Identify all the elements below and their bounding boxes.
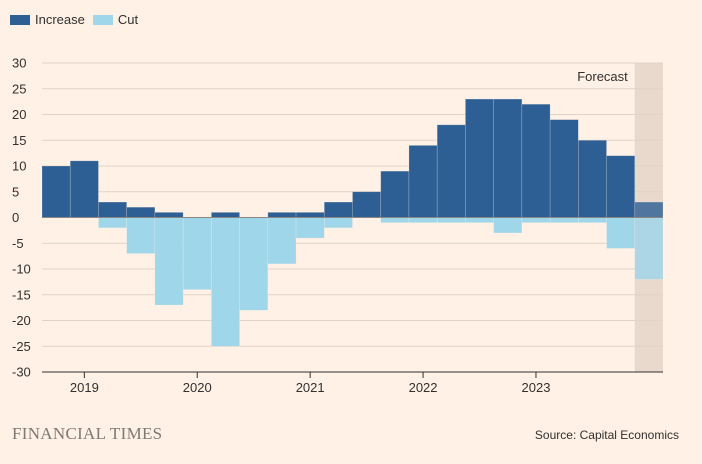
x-tick-label: 2020 — [183, 380, 212, 395]
axes — [42, 217, 663, 378]
x-tick-label: 2019 — [70, 380, 99, 395]
x-tick-label: 2021 — [296, 380, 325, 395]
bar-increase — [408, 145, 438, 218]
bar-increase — [69, 160, 99, 218]
bar-increase — [211, 212, 240, 218]
bar-cut — [578, 217, 607, 223]
bar-cut — [295, 217, 325, 239]
bar-cut — [239, 217, 269, 311]
bar-cut — [408, 217, 438, 223]
y-tick-label: 30 — [12, 56, 26, 71]
bar-cut — [267, 217, 297, 265]
bar-cut — [323, 217, 353, 229]
legend: Increase Cut — [10, 12, 140, 27]
bar-increase — [493, 98, 523, 218]
bar-increase — [521, 103, 551, 218]
bar-increase — [126, 206, 156, 218]
legend-label-increase: Increase — [35, 12, 85, 27]
y-tick-label: -5 — [12, 236, 24, 251]
bar-increase — [578, 139, 607, 218]
legend-label-cut: Cut — [117, 12, 139, 27]
x-tick-label: 2023 — [522, 380, 551, 395]
y-tick-label: 10 — [12, 159, 26, 174]
legend-item-increase: Increase — [10, 12, 85, 27]
bar-cut — [126, 217, 156, 254]
y-tick-label: -20 — [12, 313, 31, 328]
bar-increase — [267, 212, 297, 218]
legend-swatch-increase — [10, 14, 30, 25]
bar-increase — [352, 191, 382, 218]
bar-increase — [295, 212, 325, 218]
y-tick-label: 0 — [12, 210, 19, 225]
bar-cut — [98, 217, 127, 229]
bar-cut — [493, 217, 523, 234]
bar-cut — [465, 217, 494, 223]
y-tick-label: -25 — [12, 339, 31, 354]
bar-cut — [182, 217, 212, 290]
bar-increase — [41, 165, 71, 218]
bar-cut — [380, 217, 410, 223]
y-tick-label: 25 — [12, 81, 26, 96]
bar-increase — [436, 124, 466, 218]
bar-increase — [634, 201, 664, 218]
brand-logo-text: FINANCIAL TIMES — [12, 424, 163, 443]
bar-cut — [606, 217, 636, 249]
bar-increase — [323, 201, 353, 218]
bar-increase — [98, 201, 127, 218]
source-note: Source: Capital Economics — [534, 428, 679, 442]
bar-increase — [465, 98, 494, 218]
y-tick-label: -30 — [12, 365, 31, 380]
bar-cut — [436, 217, 466, 223]
bar-cut — [634, 217, 664, 280]
bar-cut — [521, 217, 551, 223]
y-tick-label: -15 — [12, 287, 31, 302]
y-tick-label: 5 — [12, 184, 19, 199]
bar-cut — [549, 217, 579, 223]
legend-item-cut: Cut — [92, 12, 139, 27]
bars — [41, 98, 664, 347]
bar-cut — [154, 217, 184, 306]
bar-increase — [380, 170, 410, 218]
bar-cut — [211, 217, 240, 347]
bar-increase — [154, 212, 184, 218]
bar-increase — [549, 119, 579, 218]
tick-labels: 30 25 20 15 10 5 0 -5 -10 -15 -20 -25 -30 2019 2020 202… — [12, 56, 550, 396]
y-tick-label: 15 — [12, 133, 26, 148]
x-tick-label: 2022 — [409, 380, 438, 395]
y-tick-label: 20 — [12, 107, 26, 122]
bar-increase — [606, 155, 636, 218]
forecast-label: Forecast — [577, 69, 628, 84]
y-tick-label: -10 — [12, 262, 31, 277]
legend-swatch-cut — [92, 14, 113, 25]
